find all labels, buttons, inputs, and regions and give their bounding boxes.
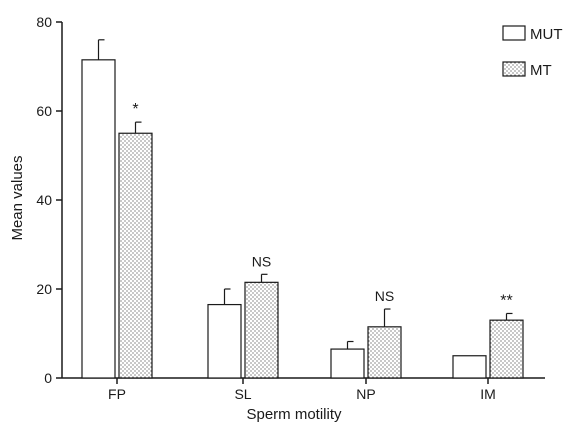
plot-area: 0 20 40 60 80 FP * SL NS NP NS IM ** (36, 14, 545, 402)
y-tick-label-60: 60 (36, 103, 52, 119)
x-tick-label-FP: FP (108, 386, 126, 402)
bar-mt-fp (118, 132, 153, 379)
bar-mut-np (330, 348, 365, 379)
bar-mut-im (452, 355, 487, 379)
y-tick-label-0: 0 (44, 370, 52, 386)
bar-mt-im (489, 319, 524, 379)
x-axis-label: Sperm motility (246, 406, 342, 423)
x-tick-label-SL: SL (234, 386, 251, 402)
y-tick-label-40: 40 (36, 192, 52, 208)
legend: MUT MT (502, 25, 563, 79)
significance-fp: * (132, 101, 138, 118)
significance-np: NS (375, 288, 394, 304)
significance-im: ** (500, 292, 512, 309)
y-tick-label-20: 20 (36, 281, 52, 297)
legend-swatch-mut (502, 25, 526, 41)
significance-sl: NS (252, 253, 271, 269)
legend-label-mut: MUT (530, 26, 563, 43)
y-axis-label: Mean values (9, 155, 26, 240)
bar-mt-np (367, 326, 402, 379)
bar-mut-sl (207, 303, 242, 379)
y-tick-label-80: 80 (36, 14, 52, 30)
x-tick-label-IM: IM (480, 386, 496, 402)
x-tick-label-NP: NP (356, 386, 375, 402)
legend-swatch-mt (502, 61, 526, 77)
bar-mut-fp (81, 59, 116, 379)
bar-mt-sl (244, 281, 279, 379)
legend-label-mt: MT (530, 62, 552, 79)
